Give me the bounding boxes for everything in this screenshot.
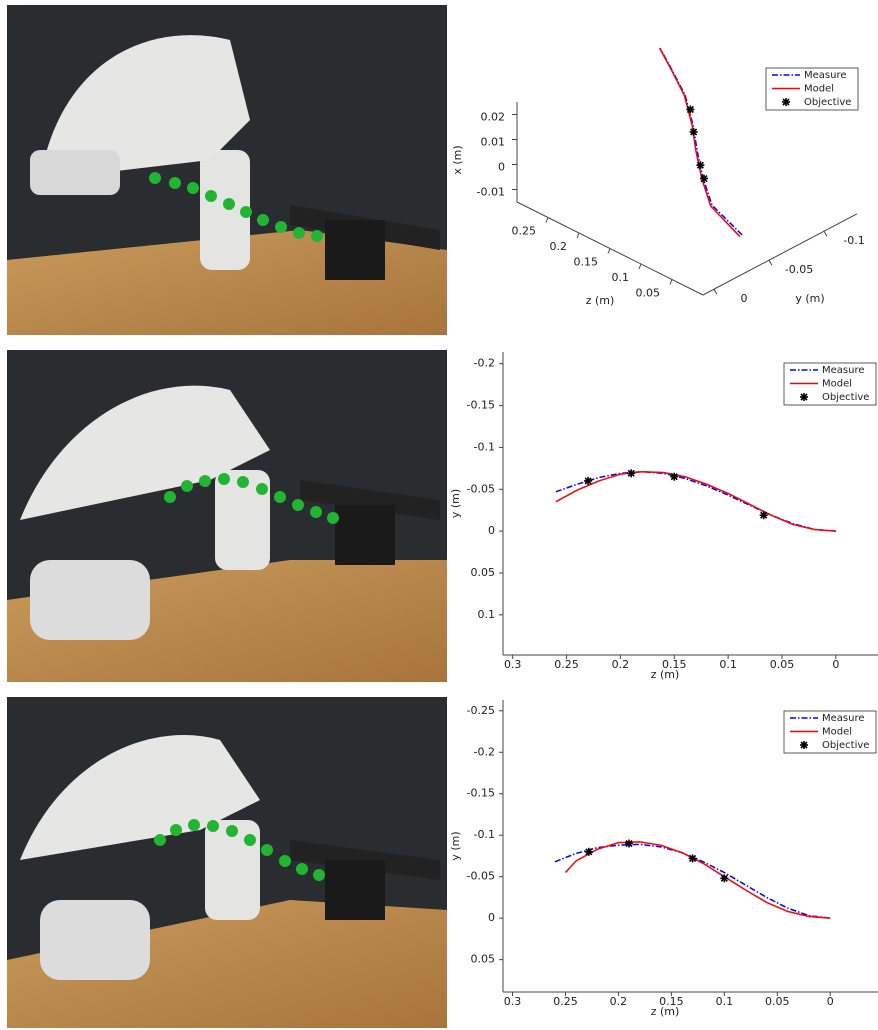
x-tick-label: 0.3 xyxy=(504,995,522,1008)
y-tick-label: -0.25 xyxy=(467,704,495,717)
objective-marker xyxy=(800,741,808,749)
y-axis-label: y (m) xyxy=(795,292,824,305)
objective-marker xyxy=(688,854,697,863)
y-tick-label: -0.05 xyxy=(467,482,495,495)
x-tick-label: 0.15 xyxy=(662,658,687,671)
y-tick-label: -0.15 xyxy=(467,787,495,800)
objective-marker xyxy=(625,839,634,848)
series-line xyxy=(659,47,743,236)
tick-mark xyxy=(669,279,673,285)
legend-label: Measure xyxy=(822,365,865,376)
z-axis-label: z (m) xyxy=(586,294,615,307)
y-tick-label: -0.2 xyxy=(474,357,495,370)
legend-label: Model xyxy=(804,84,834,95)
objective-marker xyxy=(584,476,593,485)
tick-mark xyxy=(545,217,549,223)
y-tick-label: -0.05 xyxy=(785,263,813,276)
y-tick-label: 0.05 xyxy=(471,953,496,966)
photo xyxy=(7,697,447,1028)
y-tick-label: -0.1 xyxy=(474,440,495,453)
series-line xyxy=(564,841,831,919)
legend-label: Model xyxy=(822,727,852,738)
x-tick-label: 0 xyxy=(832,658,839,671)
z-tick-label: 0.05 xyxy=(636,287,661,300)
z-tick-label: 0.25 xyxy=(512,225,537,238)
x-tick-label: 0.1 xyxy=(716,995,734,1008)
legend-label: Model xyxy=(822,379,852,390)
tick-mark xyxy=(638,263,642,270)
legend-label: Objective xyxy=(822,392,869,403)
y-axis-label: y (m) xyxy=(449,831,462,860)
y-tick-label: 0.1 xyxy=(478,608,496,621)
legend-label: Objective xyxy=(804,97,851,108)
y-tick-label: 0 xyxy=(488,911,495,924)
y-tick-label: -0.1 xyxy=(474,828,495,841)
legend-label: Measure xyxy=(822,713,865,724)
legend-label: Objective xyxy=(822,740,869,751)
x-tick-label: 0 xyxy=(498,161,505,174)
y-tick-label: 0 xyxy=(741,292,748,305)
x-axis-label: x (m) xyxy=(451,145,464,174)
x-tick-label: 0.3 xyxy=(504,658,522,671)
tick-mark xyxy=(576,232,580,239)
y-tick-label: -0.05 xyxy=(467,870,495,883)
objective-marker xyxy=(686,105,695,114)
tick-mark xyxy=(768,259,773,266)
axis-line xyxy=(702,213,858,296)
x-tick-label: 0.25 xyxy=(553,995,578,1008)
objective-marker xyxy=(584,847,593,856)
objective-marker xyxy=(689,127,698,136)
legend-label: Measure xyxy=(804,70,847,81)
objective-marker xyxy=(720,874,729,883)
x-tick-label: 0.2 xyxy=(612,658,630,671)
photo xyxy=(7,5,447,335)
z-tick-label: 0.15 xyxy=(574,256,599,269)
objective-marker xyxy=(700,174,708,183)
objective-marker xyxy=(670,472,679,481)
x-tick-label: 0.25 xyxy=(554,658,579,671)
z-tick-label: 0.2 xyxy=(550,240,568,253)
objective-marker xyxy=(696,161,705,170)
x-axis-label: z (m) xyxy=(651,1005,680,1018)
x-tick-label: 0.05 xyxy=(765,995,790,1008)
x-tick-label: 0.2 xyxy=(610,995,628,1008)
y-tick-label: 0 xyxy=(488,524,495,537)
x-axis-label: z (m) xyxy=(651,668,680,681)
objective-marker xyxy=(800,393,808,401)
y-tick-label: -0.1 xyxy=(843,234,864,247)
objective-marker xyxy=(627,469,636,478)
y-tick-label: 0.05 xyxy=(471,566,496,579)
photo xyxy=(7,350,447,682)
tick-mark xyxy=(713,288,718,295)
z-tick-label: 0.1 xyxy=(612,271,630,284)
x-tick-label: 0.01 xyxy=(481,136,506,149)
y-tick-label: -0.2 xyxy=(474,745,495,758)
y-tick-label: -0.15 xyxy=(467,399,495,412)
x-tick-label: 0.02 xyxy=(481,111,506,124)
x-tick-label: 0 xyxy=(827,995,834,1008)
x-tick-label: 0.1 xyxy=(719,658,737,671)
objective-marker xyxy=(782,98,790,106)
y-axis-label: y (m) xyxy=(449,489,462,518)
series-line xyxy=(659,47,741,238)
objective-marker xyxy=(759,511,768,520)
series-line xyxy=(555,470,836,532)
x-tick-label: -0.01 xyxy=(477,186,505,199)
x-tick-label: 0.15 xyxy=(659,995,684,1008)
x-tick-label: 0.05 xyxy=(770,658,795,671)
tick-mark xyxy=(607,248,611,254)
tick-mark xyxy=(823,230,828,237)
